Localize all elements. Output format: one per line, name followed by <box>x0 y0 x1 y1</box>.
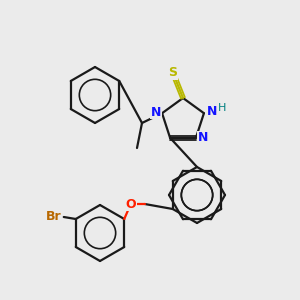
Text: N: N <box>198 131 208 144</box>
Text: O: O <box>125 197 136 211</box>
Text: Br: Br <box>46 211 62 224</box>
Text: S: S <box>169 67 178 80</box>
Text: N: N <box>207 105 217 118</box>
Text: N: N <box>151 106 161 119</box>
Text: H: H <box>218 103 226 113</box>
